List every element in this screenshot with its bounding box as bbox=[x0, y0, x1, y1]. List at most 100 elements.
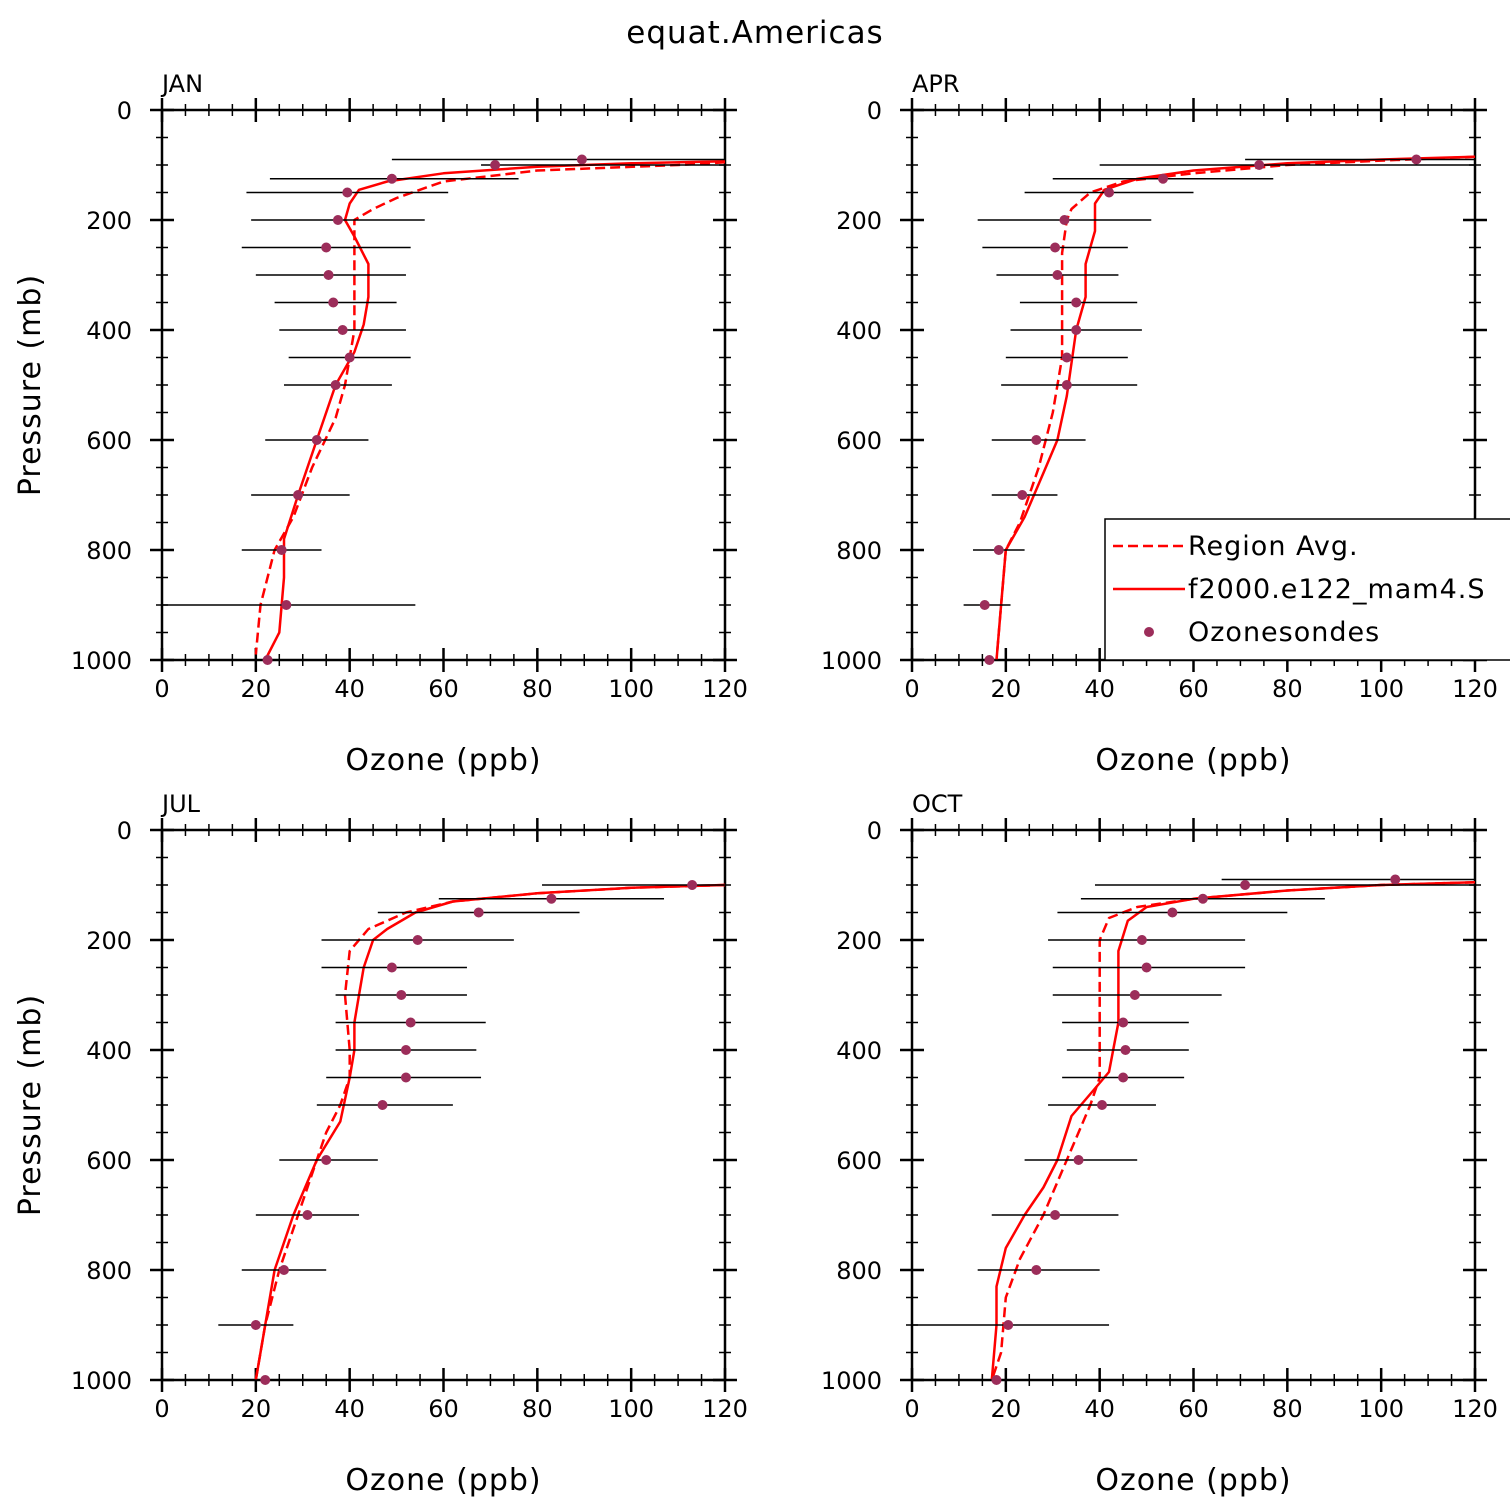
legend-label-ozonesondes: Ozonesondes bbox=[1188, 617, 1380, 648]
ozonesonde-point bbox=[344, 352, 355, 363]
y-tick-label: 0 bbox=[117, 817, 132, 845]
x-tick-label: 60 bbox=[1178, 675, 1209, 703]
ozonesonde-point bbox=[979, 600, 990, 610]
y-tick-label: 0 bbox=[867, 97, 882, 125]
panel-title-apr: APR bbox=[912, 70, 960, 98]
ozonesonde-point bbox=[396, 990, 407, 1000]
ozonesonde-point bbox=[473, 907, 484, 918]
x-tick-label: 0 bbox=[904, 1395, 919, 1423]
model-line bbox=[995, 155, 1476, 661]
x-tick-label: 80 bbox=[522, 1395, 553, 1423]
ozonesonde-point bbox=[1050, 1210, 1061, 1220]
ozonesonde-point bbox=[1118, 1072, 1129, 1083]
y-tick-label: 200 bbox=[86, 927, 132, 955]
ozonesonde-point bbox=[1059, 215, 1070, 225]
ozonesonde-point bbox=[412, 935, 423, 945]
y-tick-label: 800 bbox=[836, 537, 882, 565]
ozonesonde-point bbox=[490, 160, 501, 170]
y-tick-label: 800 bbox=[86, 1257, 132, 1285]
ozonesonde-point bbox=[311, 435, 322, 445]
x-tick-label: 40 bbox=[334, 1395, 365, 1423]
panel-data-oct bbox=[912, 874, 1476, 1385]
ozonesonde-point bbox=[1071, 297, 1082, 308]
ozonesonde-point bbox=[1071, 325, 1082, 335]
ozonesonde-point bbox=[1136, 935, 1147, 945]
ozonesonde-point bbox=[991, 1375, 1002, 1385]
legend: Region Avg. f2000.e122_mam4.S Ozonesonde… bbox=[1104, 518, 1510, 661]
ozonesonde-point bbox=[1003, 1320, 1014, 1330]
ozonesonde-point bbox=[1061, 380, 1072, 390]
panel-oct: 0 20 40 60 80 100 120 0 200 400 600 800 1000 OCT Ozone… bbox=[821, 790, 1498, 1498]
ozonesonde-point bbox=[1118, 1017, 1129, 1028]
ozonesonde-point bbox=[330, 380, 341, 390]
ozonesonde-point bbox=[332, 215, 343, 225]
y-tick-label: 1000 bbox=[71, 647, 132, 675]
x-tick-label: 60 bbox=[428, 675, 459, 703]
x-tick-label: 120 bbox=[702, 675, 748, 703]
x-axis-label: Ozone (ppb) bbox=[345, 743, 541, 778]
ozonesonde-point bbox=[984, 655, 995, 665]
x-tick-label: 120 bbox=[1452, 1395, 1498, 1423]
y-tick-label: 1000 bbox=[71, 1367, 132, 1395]
panel-data-apr bbox=[921, 154, 1476, 665]
ozonesonde-point bbox=[1240, 880, 1251, 890]
x-tick-label: 100 bbox=[608, 675, 654, 703]
x-tick-label: 20 bbox=[241, 1395, 272, 1423]
x-tick-label: 40 bbox=[334, 675, 365, 703]
ozonesonde-point bbox=[386, 173, 397, 184]
y-axis-label: Pressure (mb) bbox=[13, 274, 48, 496]
x-tick-label: 120 bbox=[702, 1395, 748, 1423]
ozonesonde-point bbox=[546, 893, 557, 904]
panel-title-jul: JUL bbox=[160, 790, 201, 818]
x-tick-label: 0 bbox=[904, 675, 919, 703]
model-line bbox=[254, 883, 726, 1381]
ozonesonde-point bbox=[1073, 1155, 1084, 1165]
ozonesonde-point bbox=[1167, 907, 1178, 918]
ozonesonde-point bbox=[250, 1320, 261, 1330]
ozonesonde-point bbox=[1052, 270, 1063, 280]
ozonesonde-point bbox=[1129, 990, 1140, 1000]
x-tick-label: 40 bbox=[1084, 675, 1115, 703]
ozonesonde-point bbox=[1197, 893, 1208, 904]
region-avg-line bbox=[254, 883, 726, 1381]
ozonesonde-point bbox=[321, 1155, 332, 1165]
y-tick-label: 1000 bbox=[821, 647, 882, 675]
ozonesonde-point bbox=[262, 655, 273, 665]
region-avg-line bbox=[990, 881, 1476, 1381]
ozonesonde-point bbox=[687, 880, 698, 890]
panel-data-jan bbox=[162, 154, 726, 665]
y-tick-label: 600 bbox=[86, 427, 132, 455]
ozonesonde-point bbox=[377, 1100, 388, 1110]
legend-swatch-ozonesondes bbox=[1144, 627, 1154, 637]
y-tick-label: 400 bbox=[836, 317, 882, 345]
y-tick-label: 800 bbox=[86, 537, 132, 565]
y-tick-label: 200 bbox=[86, 207, 132, 235]
ozonesonde-point bbox=[386, 962, 397, 973]
x-tick-label: 40 bbox=[1084, 1395, 1115, 1423]
x-tick-label: 80 bbox=[1272, 675, 1303, 703]
x-tick-label: 120 bbox=[1452, 675, 1498, 703]
y-tick-label: 0 bbox=[867, 817, 882, 845]
y-tick-label: 600 bbox=[86, 1147, 132, 1175]
ozonesonde-point bbox=[1411, 154, 1422, 165]
ozonesonde-point bbox=[1031, 1265, 1042, 1275]
ozonesonde-point bbox=[323, 270, 334, 280]
x-tick-label: 100 bbox=[1358, 1395, 1404, 1423]
y-tick-label: 400 bbox=[836, 1037, 882, 1065]
y-tick-label: 400 bbox=[86, 1037, 132, 1065]
figure-title: equat.Americas bbox=[626, 15, 883, 51]
x-tick-label: 20 bbox=[991, 675, 1022, 703]
x-axis-label: Ozone (ppb) bbox=[1095, 1463, 1291, 1498]
x-axis-label: Ozone (ppb) bbox=[345, 1463, 541, 1498]
y-tick-label: 1000 bbox=[821, 1367, 882, 1395]
panel-data-jul bbox=[180, 880, 726, 1385]
ozonesonde-point bbox=[293, 490, 304, 500]
y-tick-label: 200 bbox=[836, 927, 882, 955]
ozonesonde-point bbox=[1254, 160, 1265, 170]
ozonesonde-point bbox=[1158, 173, 1169, 184]
ozonesonde-point bbox=[276, 545, 287, 555]
ozonesonde-point bbox=[337, 325, 348, 335]
ozonesonde-point bbox=[1061, 352, 1072, 363]
model-line bbox=[990, 881, 1476, 1381]
